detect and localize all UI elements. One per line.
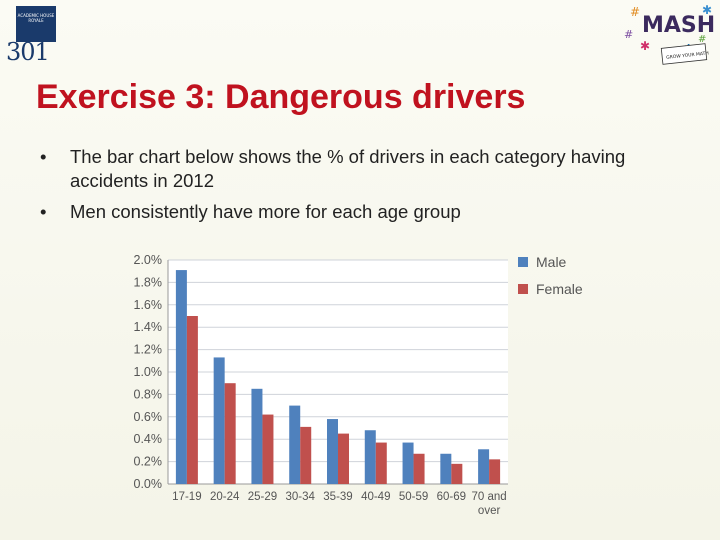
svg-text:✱: ✱ <box>640 39 650 53</box>
bullet-list: • The bar chart below shows the % of dri… <box>40 145 690 231</box>
legend-swatch-male <box>518 257 528 267</box>
bar-male <box>175 270 187 484</box>
bullet-dot: • <box>40 201 47 222</box>
bar-male <box>251 388 263 484</box>
x-tick-label: 60-69 <box>437 491 466 503</box>
x-tick-label: over <box>478 505 501 517</box>
bar-male <box>289 405 301 484</box>
x-tick-label: 20-24 <box>210 491 240 503</box>
bar-female <box>375 442 387 484</box>
y-tick-label: 0.2% <box>134 455 163 469</box>
y-tick-label: 1.0% <box>134 365 163 379</box>
legend-label-female: Female <box>536 281 583 297</box>
y-tick-label: 0.0% <box>134 477 163 491</box>
y-tick-label: 0.6% <box>134 410 163 424</box>
bar-female <box>338 433 349 484</box>
bar-female <box>451 463 463 484</box>
x-tick-label: 25-29 <box>248 491 277 503</box>
bar-male <box>440 453 452 484</box>
bullet-text: The bar chart below shows the % of drive… <box>70 146 626 191</box>
bullet-item: • The bar chart below shows the % of dri… <box>40 145 690 193</box>
svg-text:#: # <box>698 34 706 45</box>
slide-title: Exercise 3: Dangerous drivers <box>36 78 526 116</box>
academy-logo-text: ACADEMIC HOUSE ROYALE <box>17 13 55 23</box>
y-tick-label: 0.8% <box>134 387 163 401</box>
academy-logo-number: 301 <box>6 38 50 66</box>
academy-logo: ACADEMIC HOUSE ROYALE 301 <box>6 6 62 66</box>
bar-male <box>213 357 225 484</box>
svg-text:#: # <box>624 28 633 41</box>
bar-male <box>402 442 414 484</box>
x-tick-label: 17-19 <box>172 491 201 503</box>
bar-male <box>364 430 376 484</box>
svg-text:#: # <box>630 5 640 19</box>
bar-male <box>327 419 338 484</box>
bar-female <box>186 316 198 484</box>
y-tick-label: 1.2% <box>134 343 163 357</box>
bar-male <box>478 449 490 484</box>
legend-label-male: Male <box>536 254 567 270</box>
legend-swatch-female <box>518 284 528 294</box>
mash-logo-sub: GROW YOUR MATH <box>666 50 709 60</box>
bullet-text: Men consistently have more for each age … <box>70 201 461 222</box>
bar-female <box>489 459 501 484</box>
x-tick-label: 50-59 <box>399 491 428 503</box>
bar-female <box>224 383 236 484</box>
bullet-item: • Men consistently have more for each ag… <box>40 200 690 224</box>
x-tick-label: 30-34 <box>286 491 316 503</box>
x-tick-label: 40-49 <box>361 491 390 503</box>
y-tick-label: 0.4% <box>134 432 163 446</box>
mash-logo: # ✱ # # ✱ ✱ MASH GROW YOUR MATH <box>624 3 715 65</box>
y-tick-label: 1.4% <box>134 320 163 334</box>
y-tick-label: 1.8% <box>134 275 163 289</box>
y-tick-label: 2.0% <box>134 253 163 267</box>
bar-female <box>413 453 425 484</box>
x-tick-label: 35-39 <box>323 491 352 503</box>
academy-logo-box: ACADEMIC HOUSE ROYALE <box>16 6 56 42</box>
y-tick-label: 1.6% <box>134 298 163 312</box>
bar-female <box>300 426 312 484</box>
mash-logo-word: MASH <box>642 13 715 38</box>
bar-female <box>262 414 274 484</box>
x-tick-label: 70 and <box>472 491 507 503</box>
bullet-dot: • <box>40 146 47 167</box>
svg-text:✱: ✱ <box>702 3 712 17</box>
bar-chart: 0.0% 0.2% 0.4% 0.6% 0.8% 1.0% 1.2% 1.4% 1.6% 1.8%… <box>134 253 583 517</box>
